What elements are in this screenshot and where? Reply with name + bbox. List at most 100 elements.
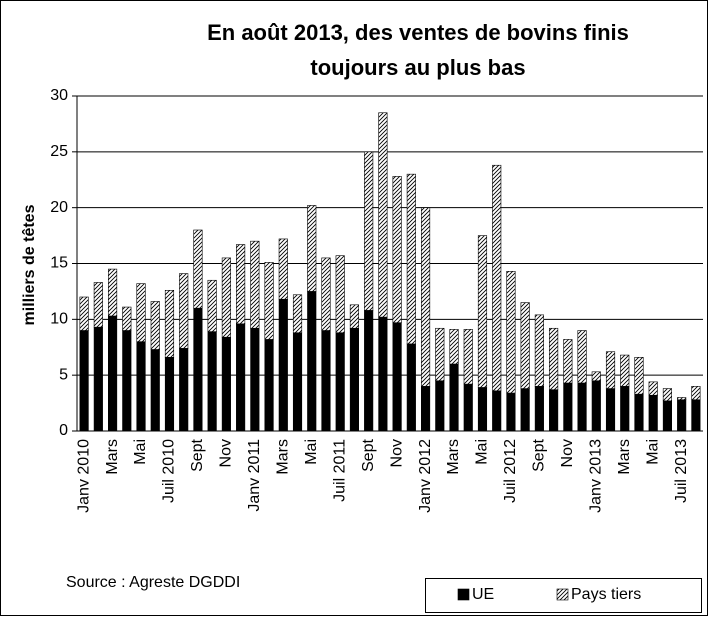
bar-segment [435,380,445,432]
x-tick-label: Mars [616,439,633,475]
bar-segment [620,386,630,432]
bar-segment [634,393,644,432]
bar-segment [406,343,416,432]
bar-segment [392,322,402,432]
bar-segment [406,173,416,345]
bar-segment [648,381,658,396]
bar-segment [136,341,146,432]
bar-segment [420,386,431,432]
y-tick-label: 30 [50,87,68,104]
bar-segment [264,339,274,432]
bar-segment [108,315,118,432]
bar-segment [221,257,231,338]
bar-segment [164,289,175,358]
y-tick-label: 25 [50,143,68,160]
bar-segment [307,205,317,292]
bar-segment [278,238,288,300]
bar-segment [264,262,274,340]
chart-title: En août 2013, des ventes de bovins finis [207,20,629,45]
y-tick-label: 15 [50,255,68,272]
x-tick-label: Mai [474,439,491,465]
bar-segment [122,306,132,331]
bar-segment [506,271,516,394]
bar-segment [691,399,701,432]
bar-segment [335,255,345,334]
bar-segment [150,301,160,350]
bar-segment [321,330,331,432]
bar-segment [492,390,502,432]
x-tick-label: Janv 2013 [588,439,605,513]
bar-segment [648,394,658,432]
bar-segment [549,389,559,432]
bar-segment [349,304,359,329]
x-tick-label: Mars [104,439,121,475]
bar-segment [534,314,544,387]
bar-segment [591,380,601,432]
x-tick-label: Nov [388,439,405,467]
x-tick-label: Janv 2011 [246,439,263,512]
bar-segment [449,363,459,432]
bar-segment [677,399,687,432]
x-tick-label: Mars [445,439,462,475]
source: Source : Agreste DGDDI [66,574,240,591]
legend-swatch [556,588,569,601]
bar-segment [79,296,89,331]
bar-segment [150,349,160,432]
bar-segment [477,235,488,388]
bar-segment [591,371,601,382]
legend-label: UE [472,586,494,603]
bar-segment [520,302,530,389]
bar-segment [463,383,473,432]
bar-segment [364,151,374,311]
x-tick-label: Sept [531,438,548,471]
bar-segment [364,310,374,432]
bar-segment [250,327,260,432]
bar-segment [164,356,175,432]
bar-segment [492,164,502,392]
x-tick-label: Mars [275,439,292,475]
bar-segment [93,326,103,432]
bar-segment [122,330,132,432]
bar-segment [193,229,203,309]
bar-segment [605,388,616,432]
bar-segment [278,298,288,432]
bar-segment [449,329,459,365]
bar-segment [392,176,402,323]
bar-segment [93,282,103,328]
bar-segment [193,307,203,432]
bar-segment [435,327,445,382]
bar-segment [605,351,616,389]
bar-segment [250,240,260,329]
bar-segment [292,332,303,432]
bar-segment [221,336,231,432]
bar-segment [179,348,189,432]
bar-segment [691,386,701,401]
bar-segment [477,387,488,432]
chart-title: toujours au plus bas [310,55,525,80]
bar-segment [207,279,217,332]
x-tick-label: Juil 2010 [161,439,178,503]
bar-segment [549,327,559,390]
bar-segment [662,388,672,402]
x-tick-label: Nov [218,439,235,467]
bar-segment [321,257,331,331]
x-tick-label: Sept [360,438,377,471]
bar-segment [563,339,573,384]
bar-segment [420,207,431,387]
x-tick-label: Mai [132,439,149,465]
bar-segment [378,316,388,432]
bar-segment [349,327,359,432]
bar-segment [577,382,587,432]
bar-segment [662,400,672,432]
x-tick-label: Janv 2010 [75,439,92,513]
y-tick-label: 5 [59,366,68,383]
bar-segment [179,273,189,349]
bar-segment [207,331,217,432]
legend [425,578,702,613]
x-tick-label: Mai [303,439,320,465]
legend-swatch [457,588,470,601]
bar-segment [136,283,146,342]
bar-segment [335,332,345,432]
